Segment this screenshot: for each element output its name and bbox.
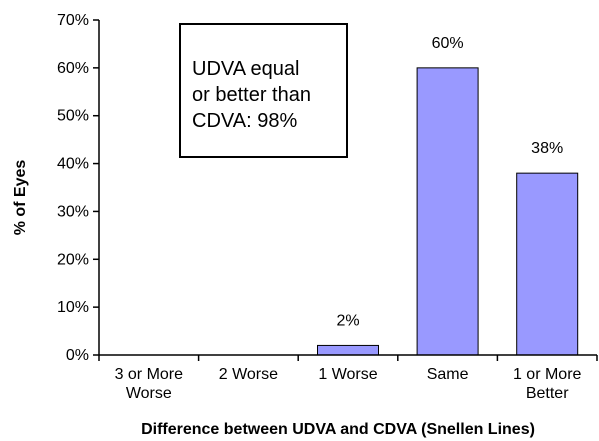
x-axis-ticks: 3 or More Worse 2 Worse 1 Worse Same 1 or Mor… — [98, 355, 598, 402]
y-tick-label: 0% — [66, 347, 89, 364]
y-axis-ticks: 0% 10% 20% 30% 40% 50% 60% 70% — [57, 12, 99, 364]
y-axis-title: % of Eyes — [12, 160, 29, 236]
y-tick-label: 40% — [57, 156, 89, 173]
annotation-line-3: CDVA: 98% — [192, 110, 297, 132]
data-label: 2% — [336, 312, 359, 329]
data-label: 38% — [531, 140, 563, 157]
y-tick-label: 70% — [57, 12, 89, 29]
x-tick-label: 3 or More Worse — [115, 366, 184, 402]
annotation-frame — [179, 23, 348, 158]
annotation-line-1: UDVA equal — [192, 58, 299, 80]
x-tick-label: 1 or More Better — [513, 366, 582, 402]
x-tick-label: 2 Worse — [219, 366, 278, 383]
annotation-box: UDVA equal or better than CDVA: 98% — [179, 23, 348, 158]
data-labels: 2% 60% 38% — [336, 35, 563, 330]
bar — [317, 344, 379, 356]
bar — [416, 67, 479, 356]
x-tick-label: Same — [427, 366, 469, 383]
bar — [516, 172, 579, 356]
annotation-line-2: or better than — [192, 84, 311, 106]
x-tick-label: 1 Worse — [318, 366, 377, 383]
y-tick-label: 30% — [57, 203, 89, 220]
y-tick-label: 20% — [57, 251, 89, 268]
y-tick-label: 10% — [57, 299, 89, 316]
data-label: 60% — [432, 35, 464, 52]
y-tick-label: 60% — [57, 60, 89, 77]
x-axis-title: Difference between UDVA and CDVA (Snelle… — [141, 421, 535, 438]
y-tick-label: 50% — [57, 108, 89, 125]
